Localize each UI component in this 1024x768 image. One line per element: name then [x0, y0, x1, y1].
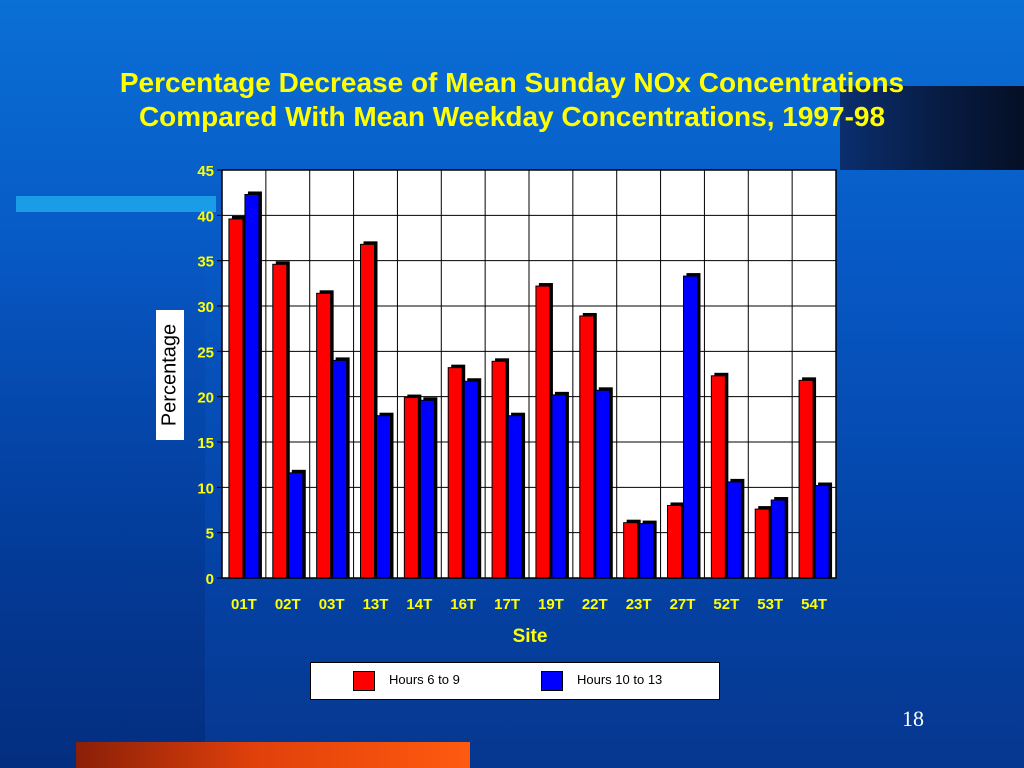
- bar-27T-series-1: [667, 504, 682, 579]
- legend-swatch-hours-6-to-9: [353, 671, 375, 691]
- bar-03T-series-1: [316, 292, 332, 579]
- bar-16T-series-2: [463, 380, 479, 579]
- legend-swatch-hours-10-to-13: [541, 671, 563, 691]
- legend: Hours 6 to 9 Hours 10 to 13: [310, 662, 720, 700]
- bar-22T-series-1: [579, 315, 595, 579]
- bar-54T-series-1: [798, 379, 814, 579]
- bar-17T-series-1: [491, 360, 507, 579]
- x-tick-label: 01T: [231, 596, 257, 613]
- y-tick-label: 45: [197, 163, 214, 180]
- bar-01T-series-1: [228, 218, 244, 579]
- bar-02T-series-2: [288, 472, 304, 579]
- decorative-bottom-bar: [76, 742, 470, 768]
- y-tick-label: 0: [206, 571, 214, 588]
- bar-27T-series-2: [683, 275, 698, 579]
- bar-03T-series-2: [332, 359, 348, 579]
- x-axis-label: Site: [513, 626, 548, 647]
- slide-title: Percentage Decrease of Mean Sunday NOx C…: [0, 66, 1024, 134]
- y-tick-label: 5: [206, 526, 214, 543]
- bar-22T-series-2: [595, 389, 611, 579]
- decorative-light-strip: [16, 196, 216, 212]
- bar-53T-series-1: [754, 508, 770, 579]
- bar-16T-series-1: [447, 367, 463, 579]
- x-tick-label: 27T: [670, 596, 696, 613]
- y-axis-label-background: [156, 310, 184, 440]
- bar-23T-series-1: [623, 522, 639, 579]
- bar-17T-series-2: [507, 415, 523, 579]
- page-number: 18: [902, 706, 924, 731]
- x-axis-tick-labels: 01T 02T 03T 13T 14T 16T 17T 19T 22T 23T 27T 52T 53T 5…: [231, 596, 827, 613]
- y-tick-label: 30: [197, 299, 214, 316]
- y-tick-label: 25: [197, 344, 214, 361]
- bar-19T-series-1: [535, 285, 551, 579]
- bar-53T-series-2: [770, 499, 786, 579]
- x-tick-label: 54T: [801, 596, 827, 613]
- bar-14T-series-1: [403, 397, 419, 579]
- legend-label-hours-10-to-13: Hours 10 to 13: [577, 672, 663, 687]
- x-tick-label: 53T: [757, 596, 783, 613]
- y-axis-tick-labels: 0 5 10 15 20 25 30 35 40 45: [197, 163, 214, 588]
- bar-14T-series-2: [419, 399, 435, 579]
- y-tick-label: 40: [197, 208, 214, 225]
- x-tick-label: 17T: [494, 596, 520, 613]
- x-tick-label: 52T: [713, 596, 739, 613]
- bar-02T-series-1: [272, 263, 288, 579]
- y-axis-label: Percentage: [158, 324, 180, 426]
- bar-19T-series-2: [551, 394, 567, 579]
- x-tick-label: 22T: [582, 596, 608, 613]
- bar-54T-series-2: [814, 485, 830, 579]
- bar-52T-series-1: [710, 375, 726, 579]
- slide-title-line-1: Percentage Decrease of Mean Sunday NOx C…: [119, 67, 905, 98]
- x-tick-label: 14T: [406, 596, 432, 613]
- y-tick-label: 10: [197, 480, 214, 497]
- bar-01T-series-2: [244, 193, 260, 579]
- bars: [228, 191, 833, 579]
- y-tick-label: 35: [197, 254, 214, 271]
- bar-13T-series-1: [360, 243, 375, 579]
- legend-label-hours-6-to-9: Hours 6 to 9: [389, 672, 460, 687]
- slide-title-line-2: Compared With Mean Weekday Concentration…: [138, 101, 886, 132]
- x-tick-label: 03T: [319, 596, 345, 613]
- bar-23T-series-2: [639, 523, 655, 579]
- bar-52T-series-2: [726, 481, 742, 579]
- bar-13T-series-2: [376, 415, 391, 579]
- x-tick-label: 02T: [275, 596, 301, 613]
- decorative-dark-bar: [840, 86, 1024, 170]
- x-tick-label: 23T: [626, 596, 652, 613]
- y-tick-label: 20: [197, 390, 214, 407]
- x-tick-label: 13T: [363, 596, 389, 613]
- x-tick-label: 16T: [450, 596, 476, 613]
- x-tick-label: 19T: [538, 596, 564, 613]
- y-tick-label: 15: [197, 435, 214, 452]
